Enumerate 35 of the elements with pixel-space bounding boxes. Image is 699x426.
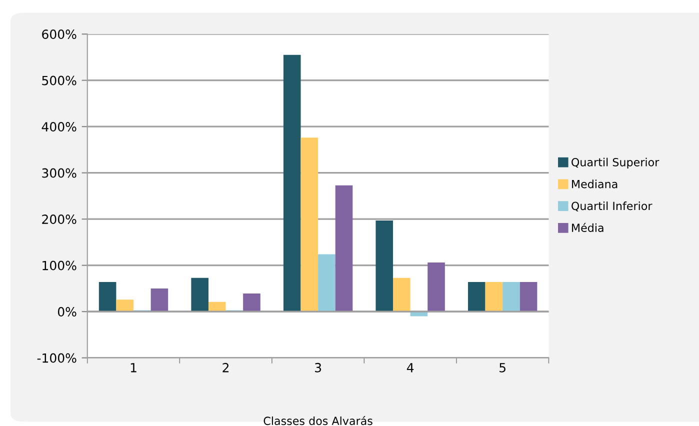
bar: [468, 282, 486, 312]
y-tick-label: 500%: [42, 76, 76, 86]
bar: [520, 282, 538, 312]
bar: [428, 262, 445, 312]
bar: [191, 278, 208, 312]
bar: [393, 278, 410, 312]
y-tick-label: 200%: [42, 214, 76, 224]
bar: [98, 282, 116, 312]
bar: [502, 282, 520, 312]
x-tick-label: 4: [406, 363, 414, 372]
legend-label: Média: [572, 222, 604, 232]
y-tick-label: -100%: [37, 353, 76, 363]
bar: [208, 302, 226, 312]
bar: [243, 294, 260, 312]
legend-label: Mediana: [572, 180, 618, 188]
bar: [283, 54, 301, 312]
y-tick-label: 600%: [42, 30, 76, 40]
x-tick-label: 2: [222, 362, 228, 372]
x-axis-title: Classes dos Alvarás: [264, 416, 372, 426]
x-tick-label: 5: [500, 363, 506, 372]
y-tick-label: 300%: [42, 168, 76, 178]
bar: [335, 185, 353, 312]
x-tick-label: 3: [315, 362, 322, 372]
bar: [318, 254, 336, 312]
bar: [116, 300, 134, 312]
y-tick-label: 400%: [42, 122, 76, 132]
y-tick-label: 100%: [42, 260, 76, 270]
bar: [300, 138, 318, 312]
x-tick-label: 1: [130, 363, 136, 372]
bar: [485, 282, 503, 312]
bar: [376, 220, 394, 312]
legend-label: Quartil Inferior: [572, 202, 652, 212]
y-tick-label: 0%: [58, 307, 76, 317]
bar: [150, 288, 168, 312]
legend-label: Quartil Superior: [572, 158, 660, 169]
